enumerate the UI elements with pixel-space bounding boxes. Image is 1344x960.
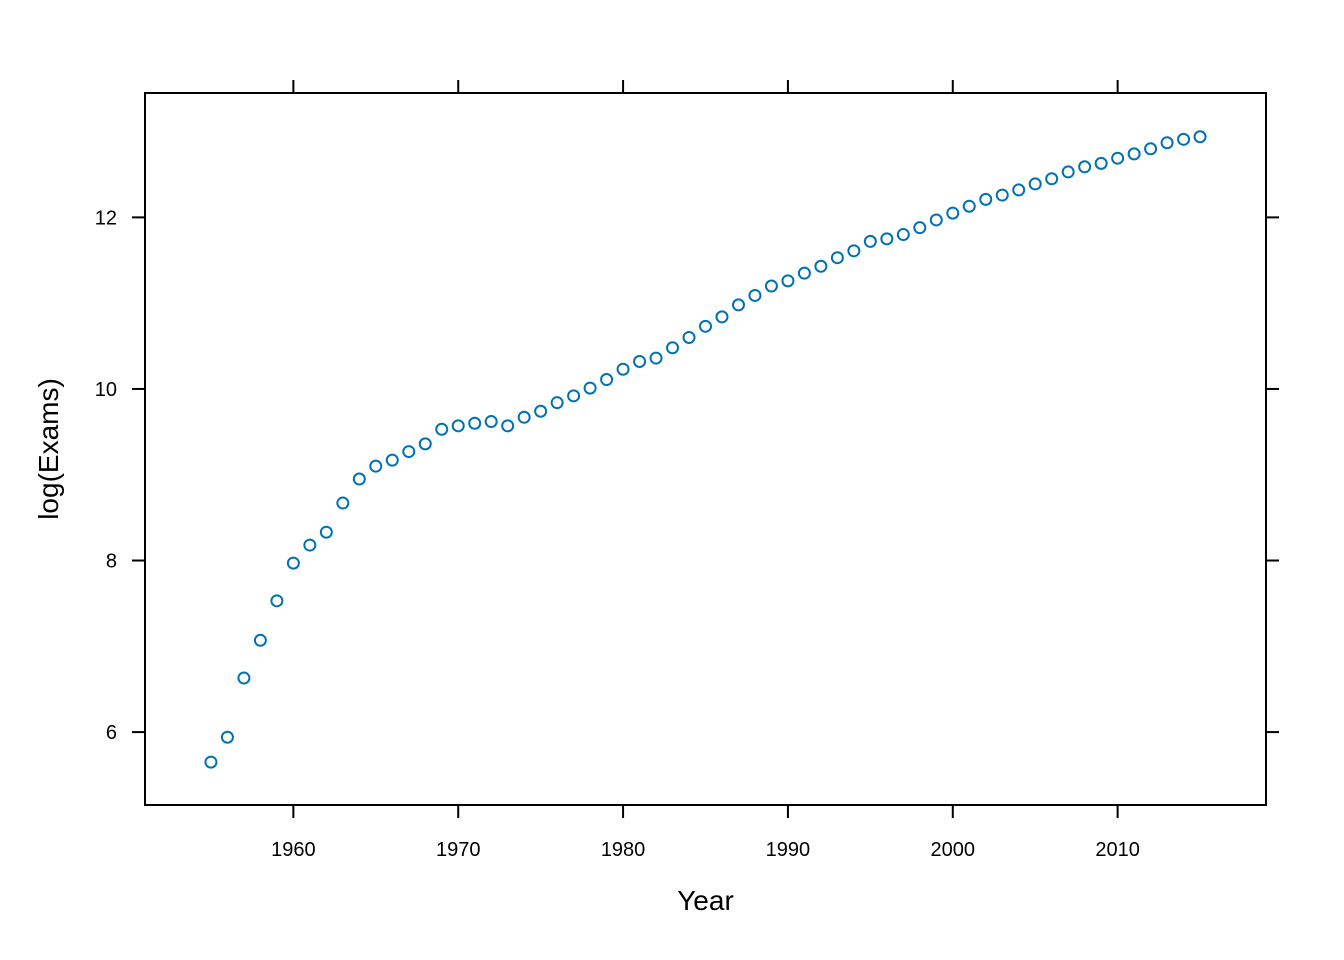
x-axis-title: Year [677, 885, 734, 916]
data-point [715, 310, 729, 324]
data-point [830, 251, 844, 265]
data-point [550, 396, 564, 410]
data-point [501, 419, 515, 433]
plot-frame [144, 92, 1267, 806]
x-tick-label: 1970 [436, 839, 481, 861]
data-point [484, 415, 498, 429]
data-point [583, 381, 597, 395]
data-point [731, 298, 745, 312]
data-point [1045, 172, 1059, 186]
data-point [946, 206, 960, 220]
data-point [616, 362, 630, 376]
data-point [319, 525, 333, 539]
data-point [1094, 156, 1108, 170]
data-point [385, 453, 399, 467]
data-point [863, 234, 877, 248]
data-point [1193, 130, 1207, 144]
data-point [896, 228, 910, 242]
data-point [352, 472, 366, 486]
data-point [1127, 147, 1141, 161]
data-point [666, 341, 680, 355]
data-point [962, 199, 976, 213]
x-tick-label: 1960 [271, 839, 316, 861]
data-point [1111, 151, 1125, 165]
data-point [253, 633, 267, 647]
y-axis-ticks: 6 8 10 12 [95, 207, 1279, 744]
data-point [220, 730, 234, 744]
data-point [517, 410, 531, 424]
y-axis-title: log(Exams) [33, 378, 64, 520]
data-point [204, 755, 218, 769]
data-point [979, 192, 993, 206]
x-tick-label: 2010 [1095, 839, 1140, 861]
data-point [1160, 136, 1174, 150]
data-point [418, 437, 432, 451]
data-point [402, 445, 416, 459]
data-point [880, 232, 894, 246]
data-point [1061, 165, 1075, 179]
y-tick-label: 8 [106, 551, 117, 573]
data-point [1144, 142, 1158, 156]
data-point [286, 556, 300, 570]
data-point [649, 351, 663, 365]
data-point [913, 221, 927, 235]
data-point [303, 538, 317, 552]
data-point [567, 389, 581, 403]
data-point [929, 213, 943, 227]
data-point [797, 266, 811, 280]
x-tick-label: 1980 [601, 839, 646, 861]
data-point [814, 259, 828, 273]
x-tick-label: 1990 [766, 839, 811, 861]
data-point [435, 422, 449, 436]
y-tick-label: 12 [95, 207, 117, 229]
data-point [633, 355, 647, 369]
data-point [847, 244, 861, 258]
data-point [1177, 132, 1191, 146]
data-point [468, 416, 482, 430]
data-point [451, 419, 465, 433]
data-point [336, 496, 350, 510]
data-point [534, 404, 548, 418]
data-point [270, 594, 284, 608]
data-point [764, 279, 778, 293]
y-tick-label: 6 [106, 722, 117, 744]
data-point [600, 373, 614, 387]
data-point [682, 330, 696, 344]
data-point [237, 671, 251, 685]
y-tick-label: 10 [95, 379, 117, 401]
data-point [1028, 177, 1042, 191]
data-point [995, 188, 1009, 202]
data-point [748, 288, 762, 302]
data-point [369, 459, 383, 473]
data-points [204, 130, 1207, 769]
x-tick-label: 2000 [931, 839, 976, 861]
data-point [781, 274, 795, 288]
data-point [699, 319, 712, 333]
data-point [1012, 183, 1026, 197]
data-point [1078, 160, 1092, 174]
x-axis-ticks: 1960 1970 1980 1990 2000 2010 [271, 80, 1140, 861]
